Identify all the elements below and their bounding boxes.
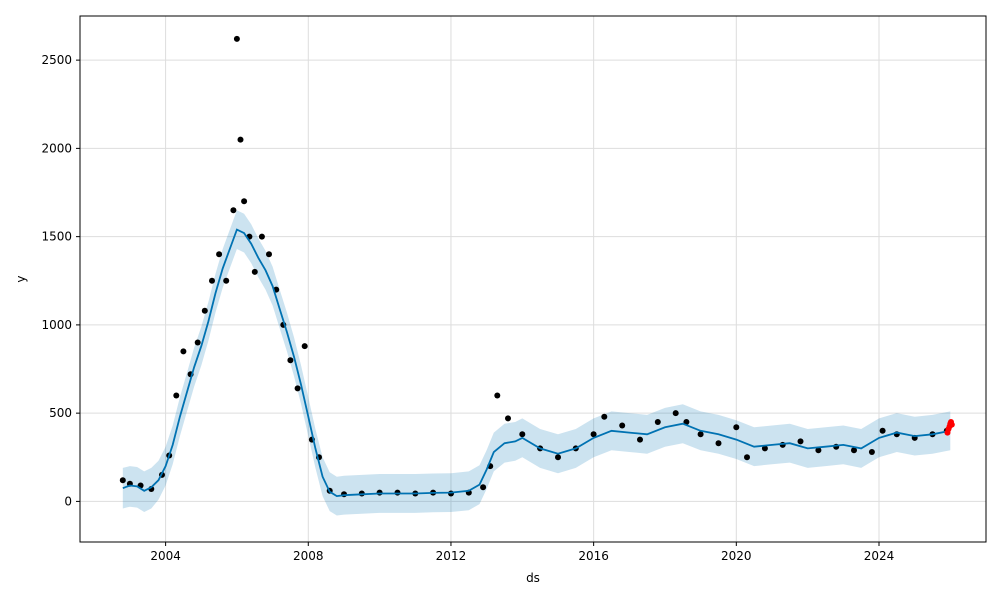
observed-point: [672, 410, 679, 417]
x-tick-label: 2012: [436, 549, 467, 563]
observed-point: [851, 447, 857, 454]
y-tick-label: 1500: [41, 230, 72, 244]
observed-point: [590, 431, 597, 438]
observed-point: [119, 477, 126, 484]
observed-point: [194, 339, 201, 346]
observed-point: [287, 357, 294, 364]
observed-point: [601, 413, 608, 420]
y-tick-label: 2000: [41, 141, 72, 155]
observed-point: [683, 419, 690, 425]
forecast-line: [122, 228, 951, 498]
observed-point: [241, 198, 248, 205]
y-tick-label: 0: [64, 494, 72, 508]
observed-point: [180, 348, 187, 355]
y-axis-label: y: [14, 275, 28, 282]
y-axis: 0 500 1000 1500 2000 2500: [41, 53, 80, 508]
observed-point: [301, 343, 308, 350]
observed-point: [209, 277, 215, 284]
x-tick-label: 2024: [864, 549, 895, 563]
observed-point: [258, 233, 265, 240]
x-tick-label: 2016: [578, 549, 609, 563]
observed-point: [173, 392, 180, 399]
x-tick-label: 2004: [150, 549, 181, 563]
observed-point: [733, 424, 740, 431]
observed-point: [697, 431, 704, 438]
observed-point: [654, 419, 661, 425]
observed-point: [761, 445, 768, 452]
observed-point: [815, 447, 822, 454]
grid-lines: [80, 16, 986, 542]
observed-point: [223, 277, 230, 284]
observed-point: [266, 251, 272, 258]
observed-point: [619, 422, 626, 429]
uncertainty-interval: [122, 210, 951, 516]
observed-point: [797, 438, 804, 445]
x-axis-label: ds: [526, 571, 540, 585]
observed-point: [494, 392, 501, 399]
interval-band-group: [122, 210, 951, 516]
x-tick-label: 2008: [293, 549, 324, 563]
y-tick-label: 1000: [41, 318, 72, 332]
observed-point: [637, 436, 643, 443]
recent-point: [948, 421, 955, 428]
observed-points-group: [119, 35, 950, 498]
y-tick-label: 2500: [41, 53, 72, 67]
plot-frame: [79, 15, 987, 543]
observed-point: [879, 427, 886, 434]
y-tick-label: 500: [49, 406, 72, 420]
observed-point: [744, 454, 750, 461]
observed-point: [251, 268, 258, 275]
forecast-line-group: [122, 228, 951, 498]
observed-point: [294, 385, 301, 392]
observed-point: [519, 431, 526, 438]
observed-point: [216, 251, 223, 258]
recent-points-group: [944, 419, 955, 436]
observed-point: [480, 484, 487, 491]
observed-point: [868, 449, 875, 455]
observed-point: [230, 207, 237, 214]
observed-point: [237, 136, 244, 143]
x-tick-label: 2020: [721, 549, 752, 563]
observed-point: [505, 415, 511, 422]
observed-point: [555, 454, 561, 461]
observed-point: [715, 440, 722, 447]
x-axis: 2004 2008 2012 2016 2020 2024: [150, 542, 894, 563]
observed-point: [201, 307, 208, 314]
observed-point: [233, 35, 240, 42]
